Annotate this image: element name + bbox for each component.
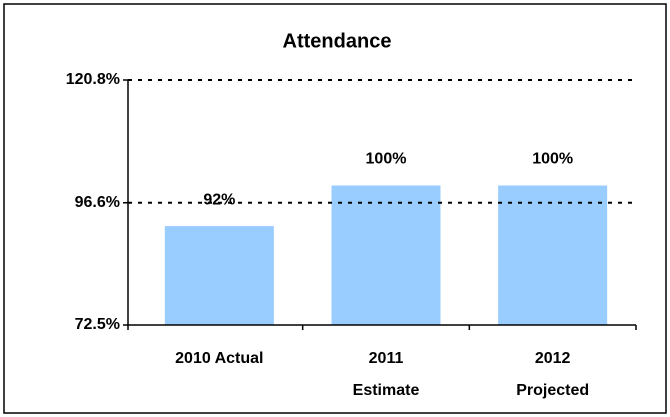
y-tick-label: 96.6% — [75, 194, 120, 211]
y-tick-label: 72.5% — [75, 316, 120, 333]
x-tick-label: 2010 Actual — [175, 350, 263, 367]
chart-title: Attendance — [283, 30, 392, 52]
y-tick-label: 120.8% — [66, 71, 120, 88]
data-label: 100% — [532, 151, 573, 168]
bar — [331, 185, 441, 325]
data-label: 100% — [366, 151, 407, 168]
bar — [164, 226, 274, 325]
x-tick-label: 2012 Projected — [516, 350, 589, 399]
x-tick-label: 2011 Estimate — [353, 350, 420, 399]
data-label: 92% — [203, 191, 235, 208]
bar — [498, 185, 608, 325]
